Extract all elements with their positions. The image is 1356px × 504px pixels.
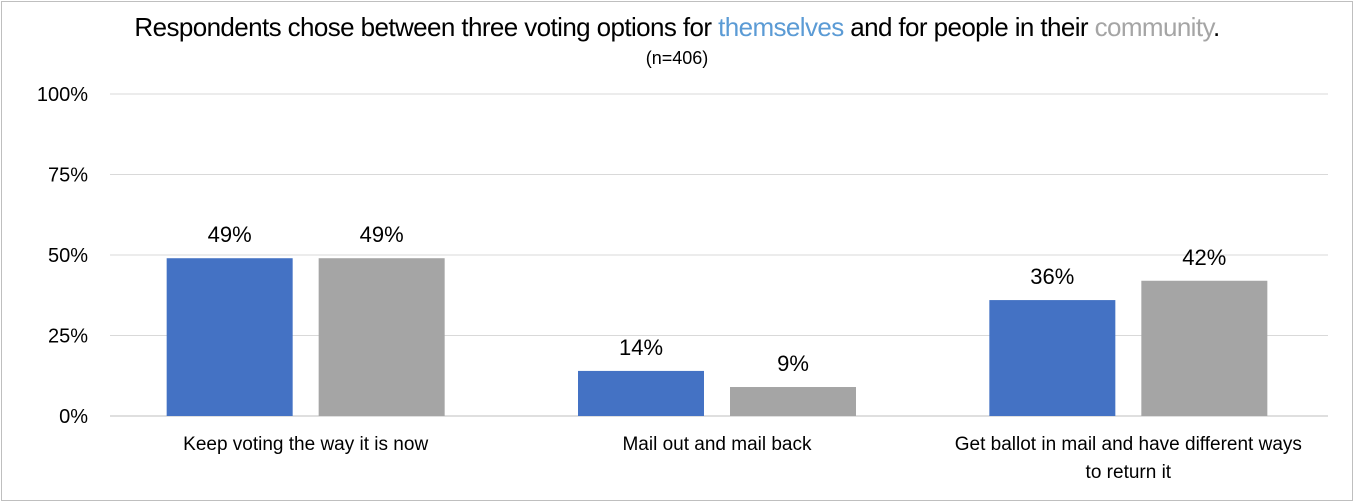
- bar: [578, 370, 704, 416]
- data-label: 36%: [1030, 264, 1074, 289]
- y-tick-label: 0%: [59, 406, 88, 428]
- chart-subtitle: (n=406): [645, 48, 709, 68]
- y-tick-label: 75%: [48, 165, 88, 187]
- x-category-label: Get ballot in mail and have different wa…: [955, 434, 1302, 455]
- bar: [318, 258, 445, 416]
- title-part-community: community: [1094, 12, 1214, 42]
- x-category-label: to return it: [1086, 462, 1172, 483]
- title-part-5: .: [1212, 12, 1220, 42]
- y-tick-label: 50%: [48, 245, 88, 267]
- bar: [730, 387, 856, 416]
- y-tick-label: 25%: [48, 326, 88, 348]
- x-category-label: Mail out and mail back: [622, 434, 812, 455]
- title-part-3: and for people in their: [843, 12, 1095, 42]
- title-part-1: Respondents chose between three voting o…: [134, 12, 719, 42]
- y-tick-label: 100%: [37, 84, 88, 106]
- title-part-themselves: themselves: [718, 12, 844, 42]
- data-label: 9%: [777, 351, 809, 376]
- data-label: 14%: [619, 335, 663, 360]
- data-label: 42%: [1182, 245, 1226, 270]
- data-label: 49%: [208, 222, 252, 247]
- chart-title: Respondents chose between three voting o…: [0, 12, 1354, 43]
- bar: [989, 300, 1116, 416]
- bar: [1141, 280, 1268, 416]
- data-label: 49%: [360, 222, 404, 247]
- bar: [166, 258, 293, 416]
- x-category-label: Keep voting the way it is now: [183, 434, 428, 455]
